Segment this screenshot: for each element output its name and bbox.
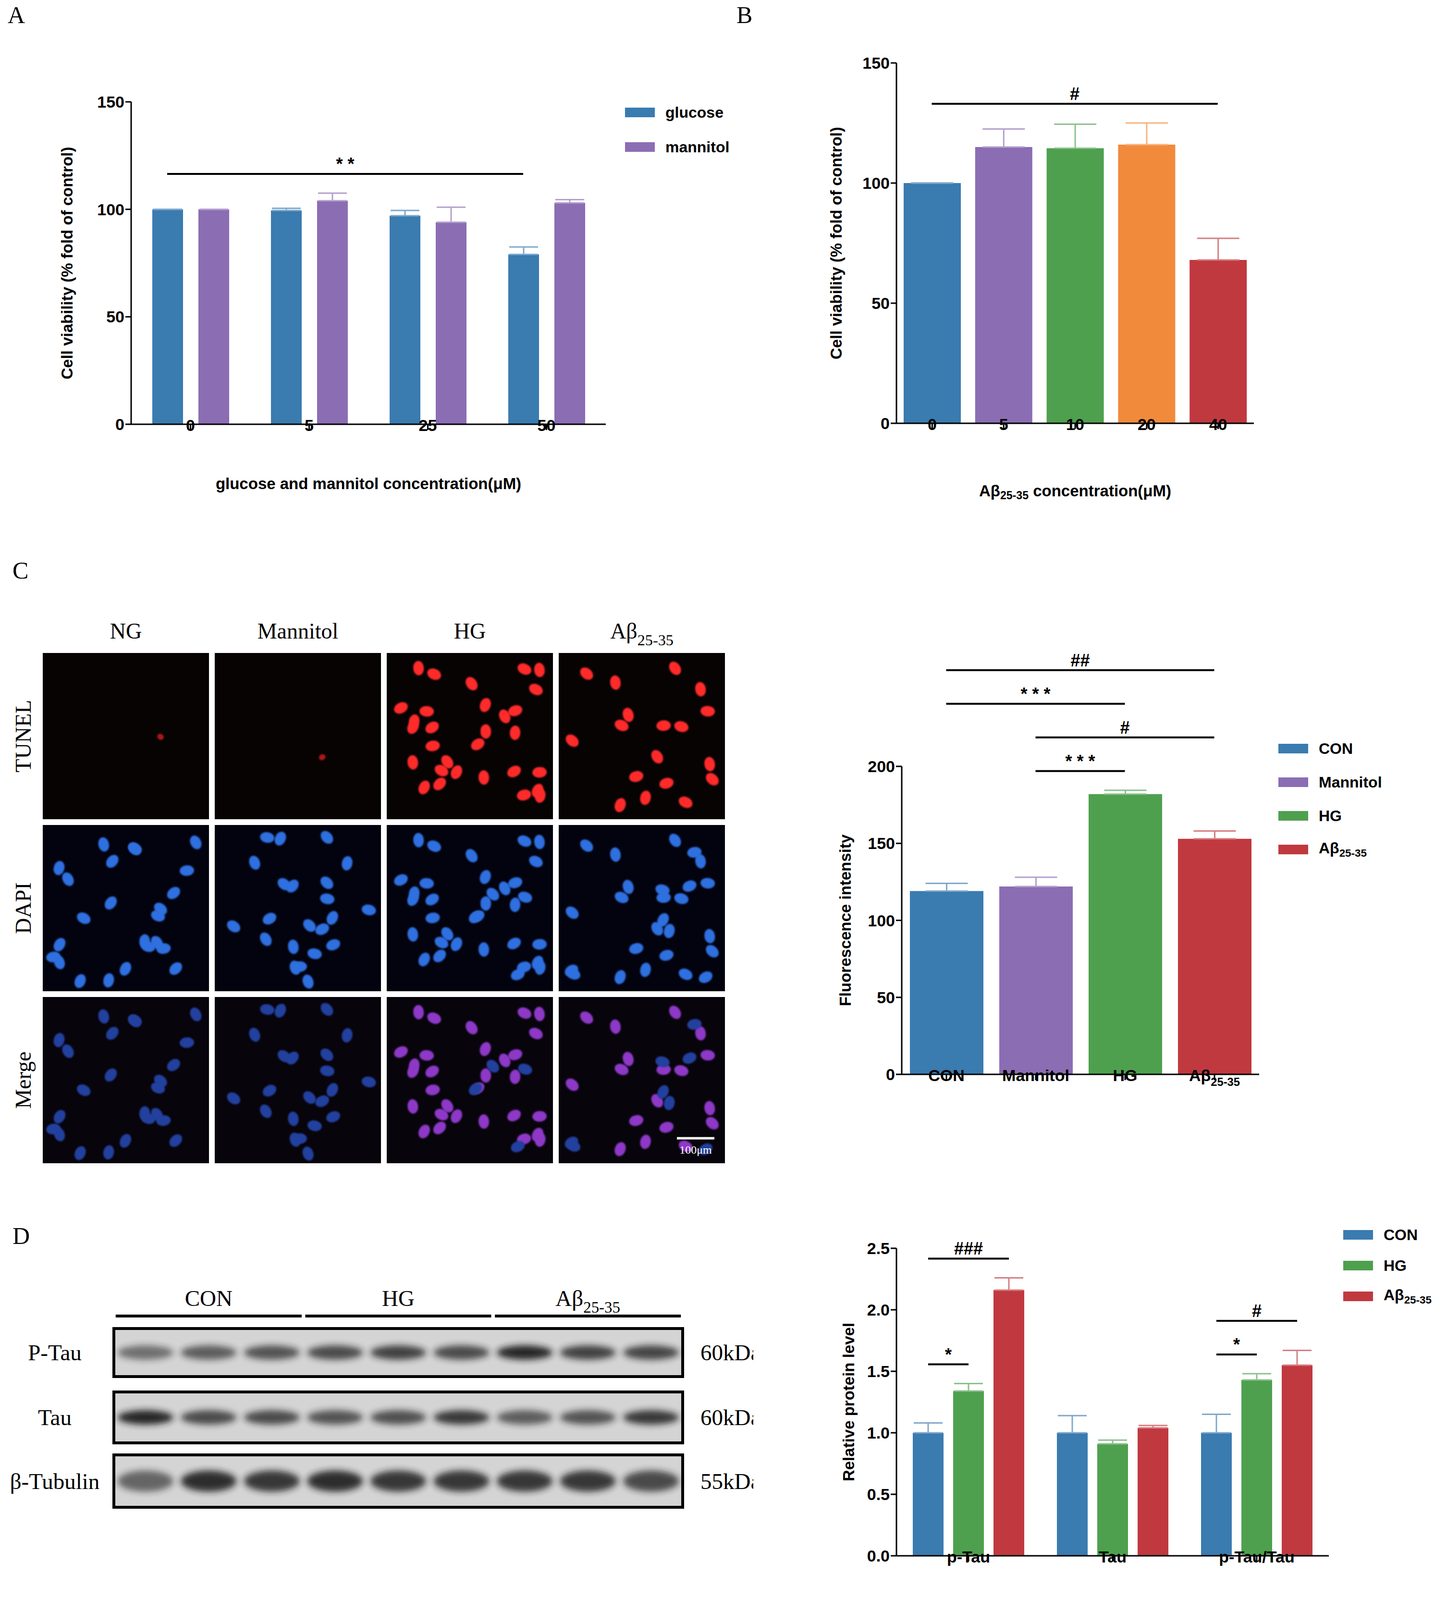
svg-text:100μm: 100μm xyxy=(679,1143,712,1156)
svg-text:100: 100 xyxy=(97,200,125,219)
svg-text:*: * xyxy=(944,1344,952,1365)
html-text:CON: CON xyxy=(1383,1225,1418,1244)
svg-text:TUNEL: TUNEL xyxy=(11,699,36,773)
html-text:HG: HG xyxy=(1318,806,1342,825)
svg-text:Merge: Merge xyxy=(11,1051,36,1109)
svg-text:* *: * * xyxy=(335,154,355,174)
svg-text:10: 10 xyxy=(1066,415,1085,434)
svg-text:0: 0 xyxy=(185,416,196,435)
html-text:glucose: glucose xyxy=(665,103,724,121)
svg-text:Tau: Tau xyxy=(37,1404,72,1430)
svg-text:Aβ25-35 concentration(μM): Aβ25-35 concentration(μM) xyxy=(979,481,1172,502)
svg-text:p-Tau/Tau: p-Tau/Tau xyxy=(1218,1547,1295,1566)
svg-text:100: 100 xyxy=(867,911,896,930)
svg-text:glucose and mannitol concentra: glucose and mannitol concentration(μM) xyxy=(215,474,522,493)
svg-text:NG: NG xyxy=(110,618,142,644)
svg-text:Tau: Tau xyxy=(1098,1547,1127,1566)
html-text:C: C xyxy=(12,556,29,584)
svg-text:P-Tau: P-Tau xyxy=(27,1339,82,1365)
svg-text:0: 0 xyxy=(115,415,125,434)
svg-text:Fluorescence intensity: Fluorescence intensity xyxy=(836,833,855,1006)
html-text:Aβ25-35: Aβ25-35 xyxy=(1383,1285,1432,1306)
svg-text:0: 0 xyxy=(885,1065,896,1084)
svg-text:60kDa: 60kDa xyxy=(700,1339,754,1365)
svg-text:25: 25 xyxy=(418,416,438,435)
svg-text:Cell viability (% fold of cont: Cell viability (% fold of control) xyxy=(58,146,76,380)
svg-text:HG: HG xyxy=(1113,1066,1138,1085)
svg-text:2.0: 2.0 xyxy=(867,1300,890,1319)
svg-text:* * *: * * * xyxy=(1065,751,1095,772)
svg-text:1.5: 1.5 xyxy=(867,1361,890,1381)
html-text:Aβ25-35: Aβ25-35 xyxy=(1318,839,1367,860)
svg-text:DAPI: DAPI xyxy=(11,882,36,934)
html-text:Mannitol: Mannitol xyxy=(1318,773,1382,791)
svg-text:CON: CON xyxy=(184,1285,233,1311)
html-text:D: D xyxy=(12,1222,30,1250)
svg-text:5: 5 xyxy=(999,415,1009,434)
svg-text:200: 200 xyxy=(867,757,896,776)
svg-text:2.5: 2.5 xyxy=(867,1238,890,1258)
svg-text:###: ### xyxy=(954,1238,983,1259)
svg-text:* * *: * * * xyxy=(1020,684,1051,704)
svg-text:150: 150 xyxy=(97,92,125,111)
svg-text:0: 0 xyxy=(927,415,937,434)
svg-text:β-Tubulin: β-Tubulin xyxy=(10,1468,100,1494)
svg-text:Mannitol: Mannitol xyxy=(1002,1066,1070,1085)
svg-text:40: 40 xyxy=(1209,415,1228,434)
svg-text:#: # xyxy=(1251,1300,1262,1321)
svg-text:50: 50 xyxy=(871,294,890,313)
svg-text:HG: HG xyxy=(453,618,486,644)
svg-text:Aβ25-35: Aβ25-35 xyxy=(1189,1066,1240,1089)
svg-text:60kDa: 60kDa xyxy=(700,1404,754,1430)
svg-text:1.0: 1.0 xyxy=(867,1423,890,1442)
svg-text:HG: HG xyxy=(381,1285,415,1311)
svg-text:Aβ25-35: Aβ25-35 xyxy=(610,618,674,649)
svg-text:Cell viability (% fold of cont: Cell viability (% fold of control) xyxy=(827,126,846,360)
svg-text:0.5: 0.5 xyxy=(867,1484,890,1504)
html-text:mannitol: mannitol xyxy=(665,138,730,156)
svg-text:0.0: 0.0 xyxy=(867,1546,890,1565)
html-text:HG: HG xyxy=(1383,1256,1407,1274)
svg-text:0: 0 xyxy=(880,414,890,433)
svg-text:20: 20 xyxy=(1137,415,1156,434)
svg-text:50: 50 xyxy=(537,416,556,435)
svg-text:##: ## xyxy=(1070,650,1090,671)
svg-text:100: 100 xyxy=(862,173,890,193)
svg-text:Aβ25-35: Aβ25-35 xyxy=(555,1285,621,1316)
svg-text:5: 5 xyxy=(304,416,314,435)
svg-text:150: 150 xyxy=(867,833,896,853)
svg-text:55kDa: 55kDa xyxy=(700,1468,754,1494)
svg-text:CON: CON xyxy=(928,1066,965,1085)
svg-text:#: # xyxy=(1069,84,1080,104)
svg-text:150: 150 xyxy=(862,53,890,73)
svg-text:#: # xyxy=(1119,717,1130,738)
svg-text:50: 50 xyxy=(876,988,896,1007)
svg-text:50: 50 xyxy=(106,307,125,326)
svg-text:*: * xyxy=(1233,1334,1240,1355)
svg-text:Relative protein level: Relative protein level xyxy=(839,1322,858,1482)
svg-text:p-Tau: p-Tau xyxy=(946,1547,991,1566)
svg-text:Mannitol: Mannitol xyxy=(257,618,339,644)
html-text:CON: CON xyxy=(1318,739,1353,757)
